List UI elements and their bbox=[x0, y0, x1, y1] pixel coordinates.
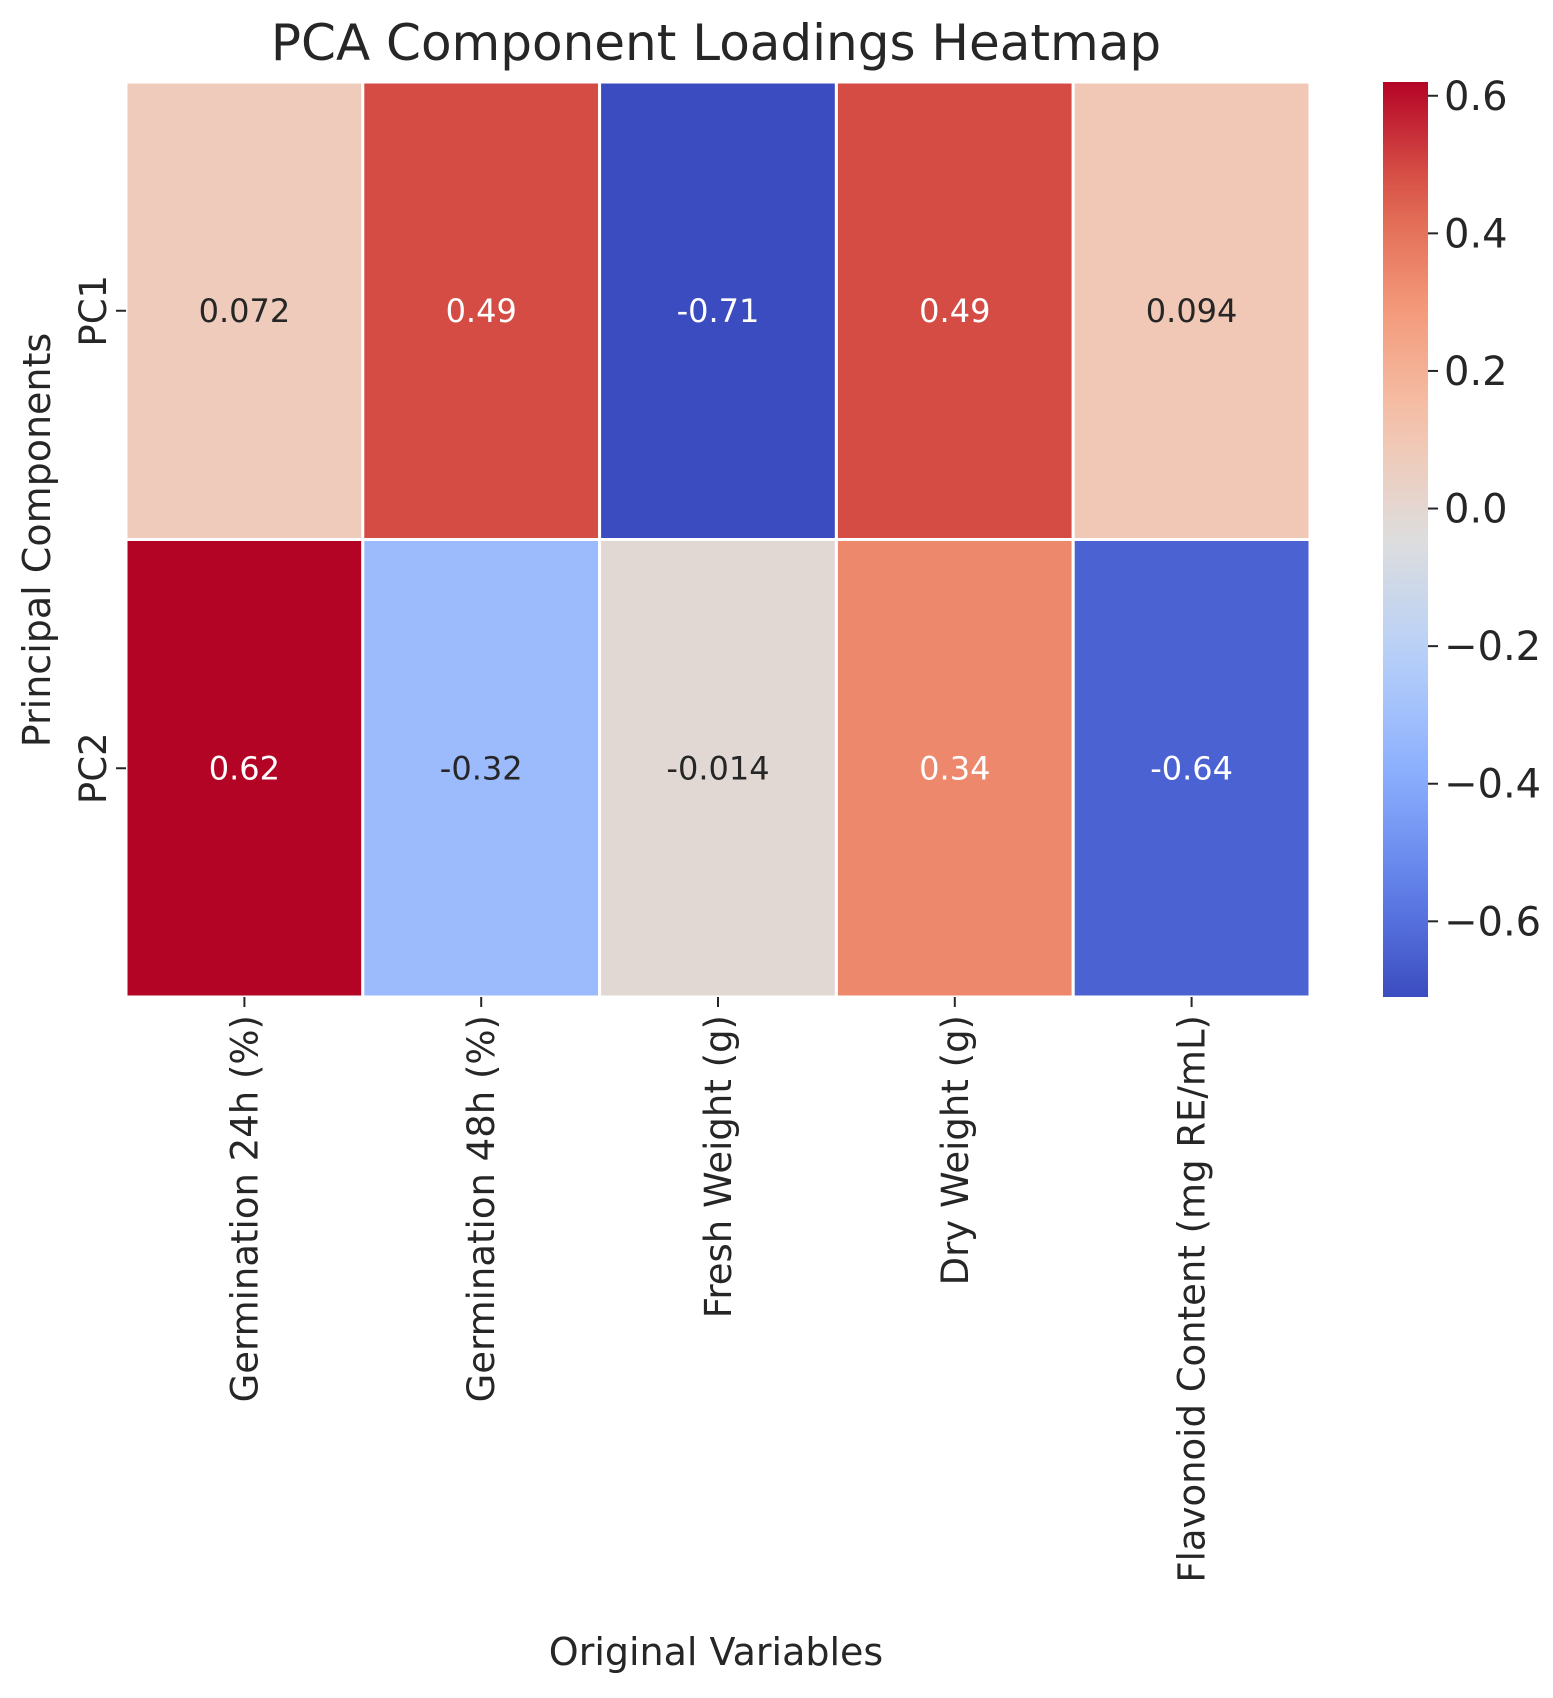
x-axis-label: Original Variables bbox=[549, 1630, 883, 1674]
heatmap-cell bbox=[361, 80, 602, 541]
x-tick-label: Flavonoid Content (mg RE/mL) bbox=[1171, 1015, 1214, 1583]
cell-value-label: -0.71 bbox=[677, 292, 760, 330]
y-axis-label: Principal Components bbox=[15, 333, 59, 747]
y-tick-label: PC1 bbox=[72, 275, 115, 347]
colorbar-tick-label: 0.0 bbox=[1444, 487, 1508, 533]
cell-value-label: 0.094 bbox=[1146, 292, 1238, 330]
heatmap-cells bbox=[124, 80, 1312, 999]
cell-value-label: 0.49 bbox=[446, 292, 517, 330]
colorbar bbox=[1383, 82, 1428, 997]
cell-value-label: 0.34 bbox=[919, 749, 990, 787]
cell-value-label: -0.32 bbox=[440, 749, 523, 787]
colorbar-tick-label: 0.2 bbox=[1444, 349, 1508, 395]
colorbar-ticks: 0.6 0.4 0.2 0.0 −0.2 −0.4 −0.6 bbox=[1428, 74, 1541, 945]
x-axis-ticks: Germination 24h (%) Germination 48h (%) Fr… bbox=[223, 997, 1214, 1583]
cell-value-label: 0.072 bbox=[199, 292, 291, 330]
heatmap-cell bbox=[124, 538, 365, 999]
colorbar-tick-label: −0.4 bbox=[1444, 762, 1541, 808]
x-tick-label: Germination 48h (%) bbox=[460, 1015, 503, 1402]
colorbar-tick-label: 0.6 bbox=[1444, 74, 1508, 120]
y-tick-label: PC2 bbox=[72, 732, 115, 804]
heatmap-cell-labels: 0.072 0.49 -0.71 0.49 0.094 0.62 -0.32 -0.014 0.… bbox=[199, 292, 1238, 788]
heatmap-cell bbox=[834, 80, 1075, 541]
heatmap-cell bbox=[1071, 538, 1312, 999]
heatmap-cell bbox=[598, 538, 838, 999]
cell-value-label: -0.014 bbox=[666, 749, 769, 787]
colorbar-tick-label: 0.4 bbox=[1444, 211, 1508, 257]
x-tick-label: Dry Weight (g) bbox=[934, 1015, 977, 1285]
cell-value-label: -0.64 bbox=[1150, 749, 1233, 787]
heatmap-cell bbox=[598, 80, 838, 541]
y-axis-ticks: PC1 PC2 bbox=[72, 275, 126, 804]
heatmap-cell bbox=[1071, 80, 1312, 541]
colorbar-tick-label: −0.6 bbox=[1444, 899, 1541, 945]
x-tick-label: Germination 24h (%) bbox=[223, 1015, 266, 1402]
colorbar-tick-label: −0.2 bbox=[1444, 624, 1541, 670]
cell-value-label: 0.49 bbox=[919, 292, 990, 330]
heatmap-cell bbox=[124, 80, 365, 541]
x-tick-label: Fresh Weight (g) bbox=[697, 1015, 740, 1318]
chart-title: PCA Component Loadings Heatmap bbox=[271, 14, 1161, 72]
cell-value-label: 0.62 bbox=[209, 749, 280, 787]
